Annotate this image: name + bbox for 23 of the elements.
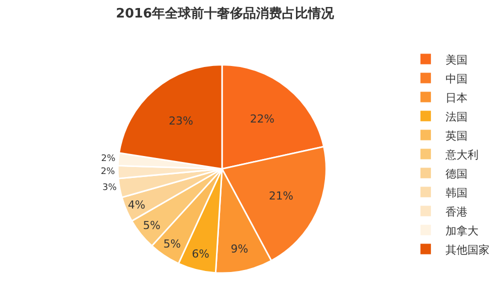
data-label: 3% xyxy=(102,183,118,194)
legend-label: 其他国家 xyxy=(446,243,490,256)
legend-label: 美国 xyxy=(446,53,468,66)
data-label: 5% xyxy=(142,218,160,232)
data-label: 6% xyxy=(192,248,210,261)
data-label: 2% xyxy=(101,154,116,164)
data-label: 21% xyxy=(268,190,294,203)
legend-label: 法国 xyxy=(446,110,468,124)
legend-label: 日本 xyxy=(446,91,468,104)
legend-label: 加拿大 xyxy=(446,224,479,238)
legend-label: 德国 xyxy=(446,167,468,180)
legend-label: 意大利 xyxy=(444,148,479,162)
legend-label: 香港 xyxy=(446,205,468,218)
legend-label: 韩国 xyxy=(446,186,468,200)
data-label: 23% xyxy=(168,114,194,128)
chart-title: 2016年全球前十奢侈品消费占比情况 xyxy=(116,6,336,22)
legend-label: 英国 xyxy=(446,129,468,142)
data-label: 9% xyxy=(230,242,248,256)
data-label: 22% xyxy=(250,112,274,126)
legend-label: 中国 xyxy=(446,72,468,86)
data-label: 2% xyxy=(100,167,116,178)
data-label: 5% xyxy=(163,238,181,251)
data-label: 4% xyxy=(128,198,146,212)
